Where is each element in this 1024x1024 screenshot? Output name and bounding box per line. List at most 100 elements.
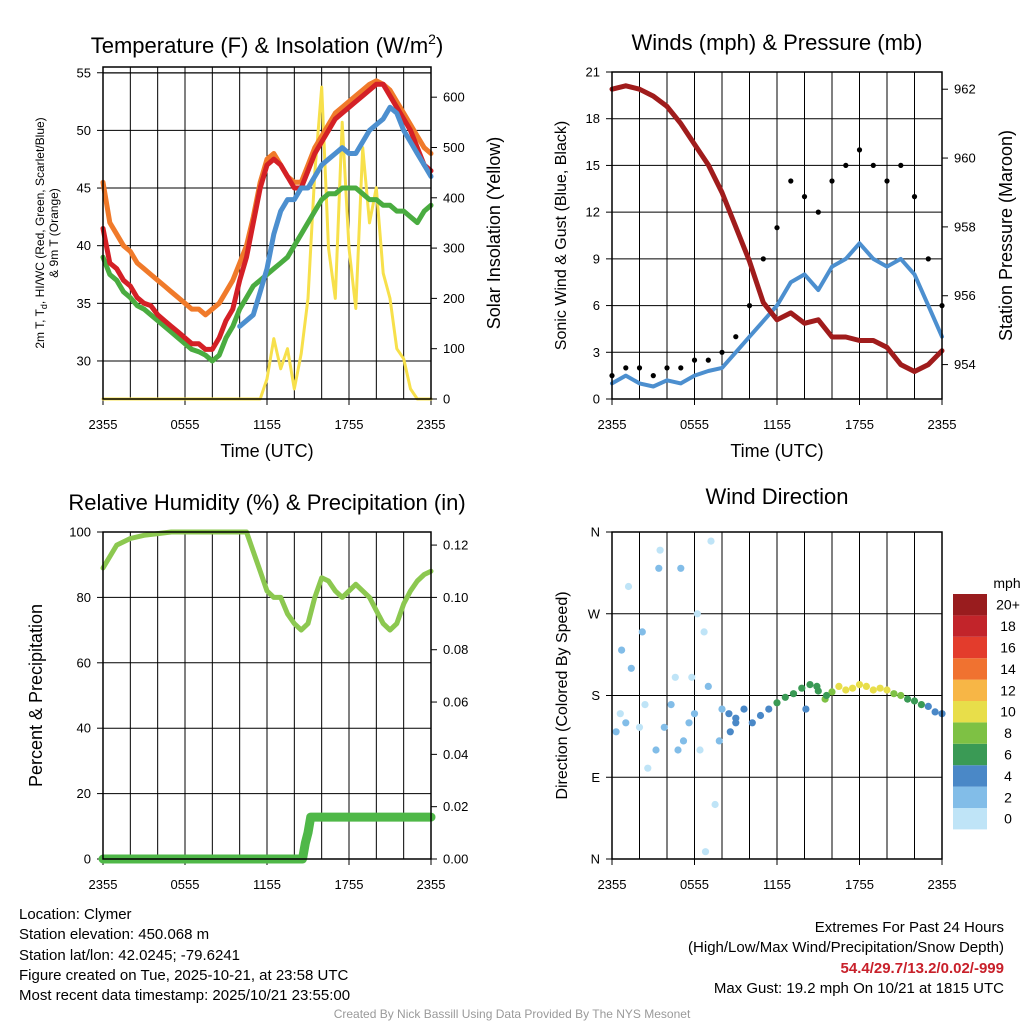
wind-direction-point (715, 737, 723, 745)
wind-direction-y-tick-label: N (591, 852, 600, 867)
wind-direction-point (876, 684, 884, 692)
recent-timestamp: Most recent data timestamp: 2025/10/21 2… (19, 987, 351, 1005)
legend-label: 16 (1000, 640, 1016, 656)
temperature-x-tick-label: 2355 (417, 417, 446, 432)
wind-direction-point (732, 714, 740, 722)
wind-direction-point (883, 686, 891, 694)
wind-direction-y-tick-label: S (591, 688, 600, 703)
wind-direction-point (842, 686, 850, 694)
station-pressure-line (609, 83, 945, 374)
legend-swatch (953, 765, 987, 787)
humidity-y-tick-label: 60 (77, 655, 91, 670)
max-gust: Max Gust: 19.2 mph On 10/21 at 1815 UTC (713, 979, 1004, 997)
temperature-panel: 2355 0555 1155 1755 2355 30 35 40 45 50 55 (77, 65, 446, 432)
insolation-y2-tick-label: 600 (443, 90, 465, 105)
wind-direction-point (910, 697, 919, 705)
precipitation-y2-tick-label: 0.02 (443, 799, 468, 814)
wind-direction-point (855, 681, 864, 689)
wind-direction-point (624, 582, 633, 591)
precipitation-y2-tick-label: 0.06 (443, 695, 468, 710)
winds-x-tick-label: 1755 (845, 417, 874, 432)
wind-direction-point (781, 693, 789, 701)
wind-direction-point (671, 673, 679, 681)
temperature-x-tick-label: 1155 (253, 417, 281, 432)
extremes-title: Extremes For Past 24 Hours (814, 919, 1004, 936)
wind-direction-y-axis-label: Direction (Colored By Speed) (554, 591, 571, 799)
credit-line: Created By Nick Bassill Using Data Provi… (333, 1007, 691, 1021)
insolation-y2-tick-label: 300 (443, 241, 465, 256)
legend-swatch (953, 679, 987, 701)
gust-point (678, 365, 684, 371)
temperature-9m-line (100, 78, 434, 318)
extremes-subtitle: (High/Low/Max Wind/Precipitation/Snow De… (688, 939, 1004, 957)
temperature-y-tick-label: 35 (77, 296, 91, 311)
wind-direction-point (701, 848, 710, 856)
winds-y-tick-label: 9 (593, 251, 600, 266)
wind-direction-point (641, 701, 649, 709)
wind-direction-point (924, 702, 932, 711)
wind-direction-point (655, 564, 663, 572)
winds-y-tick-label: 6 (593, 298, 600, 313)
wind-direction-point (725, 710, 733, 718)
gust-point (925, 256, 931, 262)
wind-direction-point (718, 705, 726, 713)
wind-direction-x-tick-label: 2355 (928, 877, 957, 892)
wind-direction-point (690, 710, 699, 718)
wind-direction-point (622, 719, 630, 727)
wind-direction-point (813, 682, 821, 691)
legend-label: 8 (1004, 725, 1012, 741)
winds-x-tick-label: 2355 (928, 417, 957, 432)
winds-x-tick-label: 2355 (598, 417, 627, 432)
wind-direction-point (696, 746, 704, 754)
wind-direction-x-tick-label: 0555 (680, 877, 709, 892)
gust-point (733, 334, 739, 340)
wind-direction-point (677, 564, 685, 572)
winds-x-tick-label: 0555 (680, 417, 709, 432)
wind-direction-point (618, 646, 626, 654)
winds-panel: 2355 0555 1155 1755 2355 0 3 6 9 12 15 18 21 (586, 65, 957, 433)
wind-direction-point (660, 723, 668, 731)
humidity-title: Relative Humidity (%) & Precipitation (i… (68, 490, 465, 515)
wind-direction-x-tick-label: 1155 (763, 877, 791, 892)
station-latlon: Station lat/lon: 42.0245; -79.6241 (19, 946, 241, 964)
temperature-x-tick-label: 0555 (171, 417, 200, 432)
humidity-x-tick-label: 1155 (253, 877, 281, 892)
wind-direction-point (612, 728, 620, 736)
insolation-y2-tick-label: 0 (443, 392, 450, 407)
legend-swatch (953, 615, 987, 637)
station-location: Location: Clymer (19, 906, 132, 923)
legend-swatch (953, 701, 987, 723)
pressure-y2-tick-label: 962 (954, 82, 976, 97)
winds-x-tick-label: 1155 (763, 417, 791, 432)
winds-y-axis-label: Sonic Wind & Gust (Blue, Black) (553, 121, 570, 350)
wind-direction-point (616, 710, 624, 718)
wind-direction-point (806, 681, 814, 689)
precipitation-y2-tick-label: 0.10 (443, 590, 468, 605)
temperature-y-tick-label: 45 (77, 181, 91, 196)
wind-direction-point (849, 684, 857, 692)
wind-direction-plot-border (611, 531, 943, 860)
wind-direction-point (688, 673, 696, 681)
gust-point (898, 162, 904, 168)
insolation-y2-tick-label: 100 (443, 341, 465, 356)
wind-direction-point (652, 746, 660, 754)
legend-label: 0 (1004, 811, 1012, 827)
gust-point (801, 194, 808, 200)
station-elevation: Station elevation: 450.068 m (19, 926, 210, 944)
gust-point (829, 178, 835, 184)
wind-direction-point (726, 728, 734, 736)
winds-x-axis-label: Time (UTC) (730, 441, 823, 461)
gust-point (760, 256, 766, 262)
precipitation-y2-tick-label: 0.00 (443, 852, 468, 867)
humidity-x-tick-label: 2355 (417, 877, 446, 892)
legend-label: 6 (1004, 747, 1012, 763)
wind-direction-point (656, 546, 664, 554)
precipitation-y2-tick-label: 0.08 (443, 642, 468, 657)
humidity-x-tick-label: 2355 (89, 877, 118, 892)
pressure-y-axis-label: Station Pressure (Maroon) (996, 130, 1016, 341)
legend-swatch (953, 743, 987, 766)
humidity-y-tick-label: 0 (84, 852, 91, 867)
temperature-y-axis-label-line2: & 9m T (Orange) (47, 188, 61, 278)
winds-y-tick-label: 18 (586, 111, 600, 126)
winds-y-tick-label: 3 (593, 345, 600, 360)
